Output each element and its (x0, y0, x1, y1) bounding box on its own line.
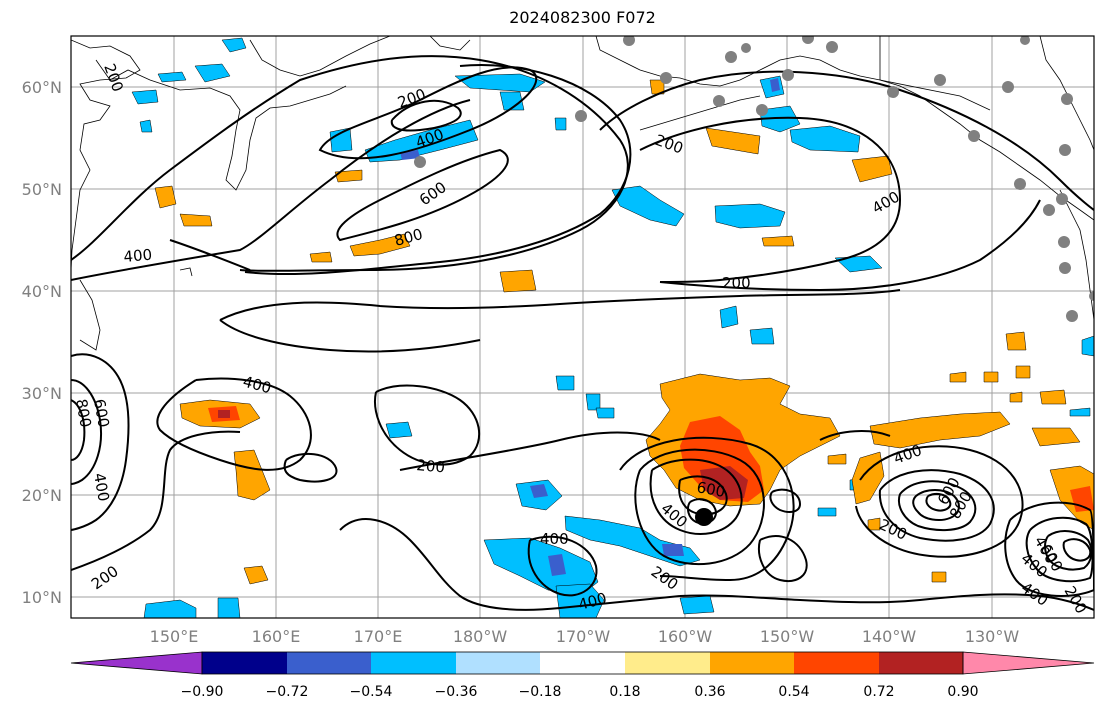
station-dot (1061, 93, 1073, 105)
plot-frame (70, 35, 1095, 619)
colorbar-tick-label: 0.54 (778, 684, 809, 700)
contour-label: 200 (722, 274, 751, 292)
latitude-labels: 60°N 50°N 40°N 30°N 20°N 10°N (22, 78, 62, 607)
negative-core-shading (400, 78, 780, 576)
positive-max-shading (218, 410, 748, 500)
lat-label-40n: 40°N (22, 282, 62, 301)
colorbar-extend-min (70, 651, 203, 675)
colorbar-segment (879, 652, 963, 674)
station-dot (887, 86, 899, 98)
colorbar-tick-label: 0.36 (694, 684, 725, 700)
lon-label-180w: 180°W (453, 627, 508, 646)
contour-label: 600 (90, 398, 113, 429)
contour-label: 200 (416, 456, 446, 476)
lon-label-160e: 160°E (252, 627, 301, 646)
station-dot (575, 110, 587, 122)
station-dot (1058, 236, 1070, 248)
coastlines (71, 36, 1094, 351)
station-dot (1066, 310, 1078, 322)
colorbar-segment (287, 652, 371, 674)
station-dot (725, 51, 737, 63)
contour-lines (71, 55, 1094, 611)
lon-label-130w: 130°W (965, 627, 1020, 646)
station-dot (1089, 291, 1094, 301)
contour-label: 400 (90, 472, 113, 503)
lon-label-170e: 170°E (354, 627, 403, 646)
lat-label-10n: 10°N (22, 588, 62, 607)
colorbar-segment (371, 652, 456, 674)
station-dot (826, 41, 838, 53)
station-dot (1020, 36, 1030, 45)
lon-label-140w: 140°W (862, 627, 917, 646)
contour-label: 800 (72, 398, 95, 429)
lat-label-50n: 50°N (22, 180, 62, 199)
station-dot (802, 36, 814, 44)
station-dot (756, 104, 768, 116)
colorbar-tick-label: −0.72 (266, 684, 309, 700)
station-dot (623, 36, 635, 46)
colorbar-segment (794, 652, 879, 674)
station-dot (968, 130, 980, 142)
station-dot (1059, 262, 1071, 274)
station-dot (934, 74, 946, 86)
lon-label-150w: 150°W (760, 627, 815, 646)
colorbar-tick-label: −0.54 (350, 684, 393, 700)
map-title: 2024082300 F072 (509, 8, 656, 27)
colorbar: −0.90 −0.72 −0.54 −0.36 −0.18 0.18 0.36 … (70, 651, 1095, 700)
station-dot (1043, 204, 1055, 216)
colorbar-segment (202, 652, 287, 674)
station-dot (1014, 178, 1026, 190)
station-dot (1059, 144, 1071, 156)
colorbar-segment (625, 652, 710, 674)
longitude-labels: 150°E 160°E 170°E 180°W 170°W 160°W 150°… (150, 627, 1020, 646)
lon-label-150e: 150°E (150, 627, 199, 646)
lon-label-160w: 160°W (658, 627, 713, 646)
colorbar-frame (201, 651, 964, 675)
station-dot (414, 156, 426, 168)
contour-label: 400 (540, 530, 569, 548)
colorbar-tick-label: −0.90 (181, 684, 224, 700)
station-dot (741, 43, 751, 53)
contour-label: 400 (123, 246, 153, 266)
colorbar-extend-max (962, 651, 1095, 675)
station-dot (660, 72, 672, 84)
lon-label-170w: 170°W (556, 627, 611, 646)
colorbar-tick-label: −0.36 (435, 684, 478, 700)
colorbar-tick-label: 0.18 (609, 684, 640, 700)
colorbar-tick-label: 0.72 (863, 684, 894, 700)
cyclone-center-marker (695, 508, 713, 526)
colorbar-segment (540, 652, 625, 674)
colorbar-segment (456, 652, 540, 674)
contour-label: 600 (695, 478, 726, 501)
station-markers (414, 36, 1094, 322)
lat-label-60n: 60°N (22, 78, 62, 97)
negative-shading (131, 37, 1094, 618)
lat-label-20n: 20°N (22, 486, 62, 505)
station-dot (713, 95, 725, 107)
station-dot (1002, 81, 1014, 93)
station-dot (782, 69, 794, 81)
colorbar-tick-label: 0.90 (947, 684, 978, 700)
colorbar-segment (710, 652, 794, 674)
lat-label-30n: 30°N (22, 384, 62, 403)
station-dot (1056, 193, 1068, 205)
colorbar-tick-label: −0.18 (519, 684, 562, 700)
